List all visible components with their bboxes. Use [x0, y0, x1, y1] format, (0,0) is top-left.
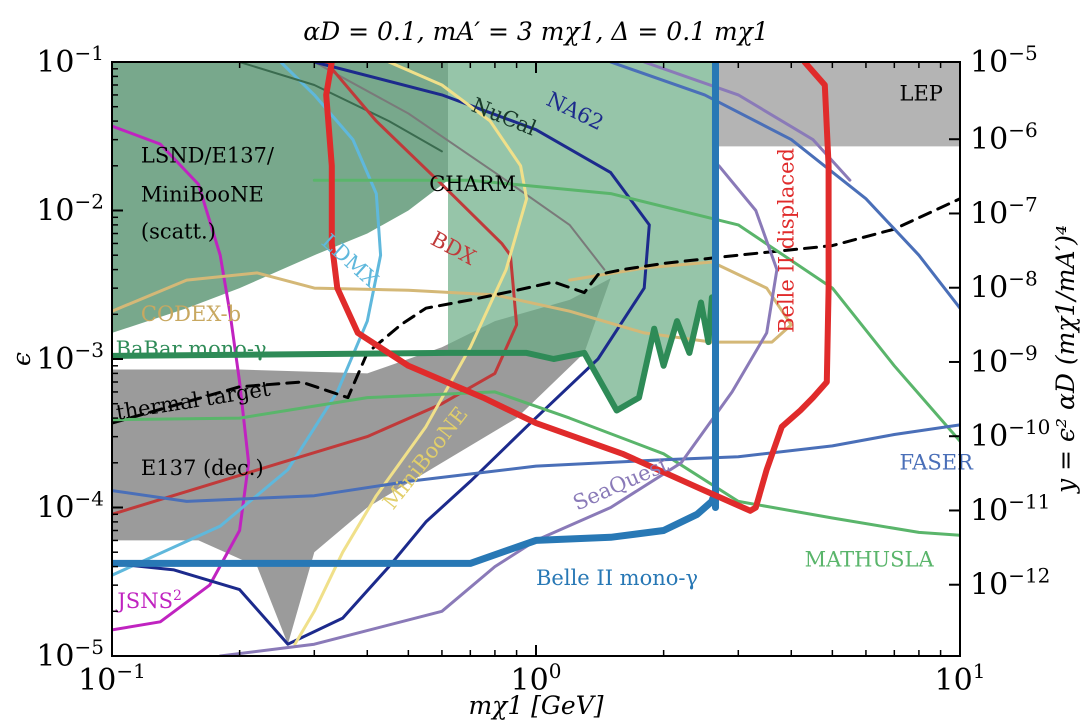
y-tick-label: 10−3	[36, 338, 104, 377]
series-mathusla	[112, 390, 960, 537]
annotation-faser: FASER	[900, 451, 975, 475]
series-codex-b	[112, 260, 793, 344]
y2-axis-label: y = ϵ² αD (mχ1/mA′)⁴	[1051, 225, 1080, 494]
series-thermal-target	[112, 197, 960, 425]
y-tick-label: 10−5	[36, 635, 104, 674]
series-faser	[112, 423, 960, 503]
annotation-belle-ii-mono: Belle II mono-γ	[536, 566, 698, 590]
x-tick-label: 101	[935, 659, 986, 698]
annotation-lep: LEP	[900, 82, 943, 106]
y-tick-label: 10−2	[36, 190, 104, 229]
annotation-e137-dec: E137 (dec.)	[141, 456, 264, 480]
annotation-miniboone: MiniBooNE	[141, 183, 264, 207]
y2-tick-label: 10−9	[970, 341, 1038, 380]
chart-title: αD = 0.1, mA′ = 3 mχ1, Δ = 0.1 mχ1	[303, 17, 769, 46]
annotation-scatt: (scatt.)	[141, 219, 216, 243]
series-charm	[313, 62, 606, 271]
x-tick-label: 10−1	[78, 659, 146, 698]
y-tick-label: 10−1	[36, 41, 104, 80]
series-seaquest	[218, 164, 779, 656]
y-tick-label: 10−4	[36, 487, 104, 526]
series-layer	[112, 62, 960, 656]
y2-tick-label: 10−6	[970, 118, 1038, 157]
y2-tick-label: 10−5	[970, 41, 1038, 80]
y2-tick-label: 10−10	[970, 415, 1050, 454]
annotation-lsnd-e137: LSND/E137/	[141, 144, 275, 168]
y2-tick-label: 10−8	[970, 267, 1038, 306]
x-axis-label: mχ1 [GeV]	[468, 691, 603, 720]
annotation-belle-ii-displaced: Belle II displaced	[775, 148, 799, 333]
x-tick-label: 100	[511, 659, 562, 698]
y-axis-label: ϵ	[7, 352, 36, 366]
series-nucal	[238, 62, 443, 153]
series-lsnd-e137-miniboone-scatt	[112, 124, 251, 632]
region-babar-mono	[448, 62, 716, 411]
series-belle-ii-mono	[112, 487, 719, 567]
annotation-codex-b: CODEX-b	[141, 302, 241, 326]
annotation-babar-mono: BaBar mono-γ	[116, 337, 267, 361]
ticks-layer: 10−1 100 101 10−1 10−2 10−3 10−4 10−5 10−5 10−6 10…	[36, 41, 1050, 698]
series-babar-mono	[112, 294, 715, 414]
region-lsnd-e137-miniboone-scatt	[112, 62, 448, 333]
annotation-charm: CHARM	[429, 172, 516, 196]
series-belle-ii-displaced	[323, 62, 832, 514]
y2-tick-label: 10−7	[970, 192, 1038, 231]
series-mathusla-upper	[312, 178, 960, 443]
annotation-mathusla: MATHUSLA	[805, 548, 935, 572]
series-seaquest-upper	[642, 62, 852, 182]
annotation-jsns-2: JSNS2	[115, 588, 181, 613]
y2-tick-label: 10−12	[970, 564, 1050, 603]
series-bdx	[112, 62, 519, 516]
series-na62	[112, 62, 651, 646]
region-lep	[711, 62, 960, 147]
y2-tick-label: 10−11	[970, 489, 1050, 528]
